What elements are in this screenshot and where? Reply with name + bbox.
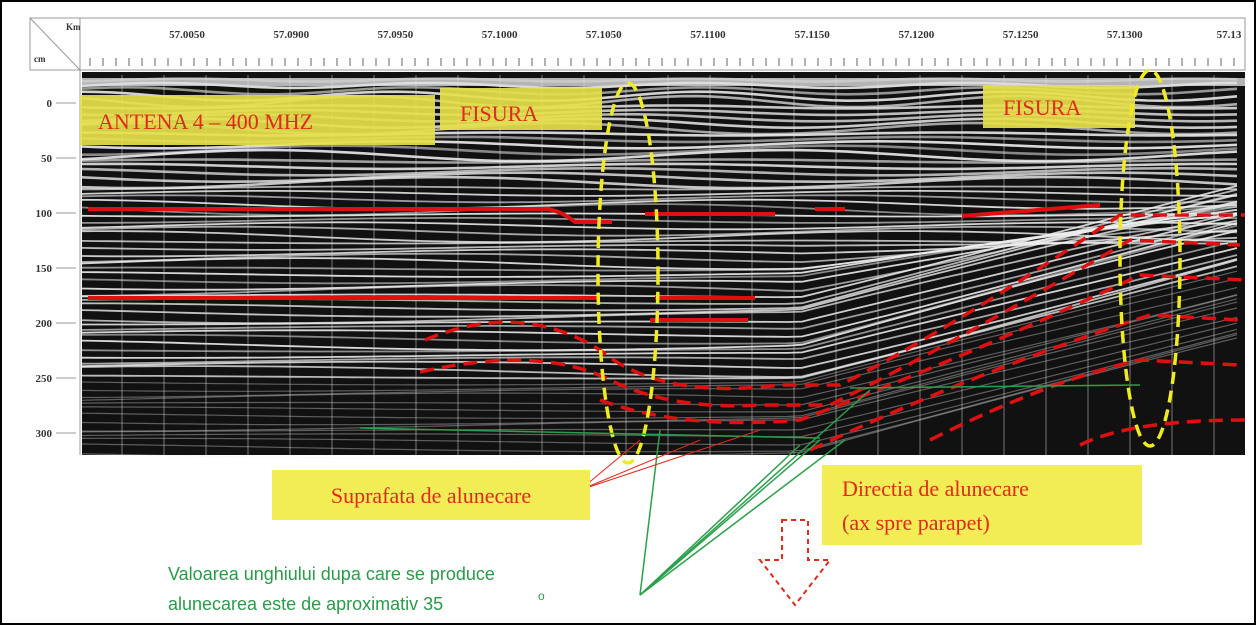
slip-direction-label: Directia de alunecare xyxy=(842,476,1029,501)
x-tick-label: 57.1000 xyxy=(482,29,518,41)
y-tick-label: 50 xyxy=(41,153,53,165)
top-band xyxy=(82,78,1245,86)
x-tick-label: 57.1050 xyxy=(586,29,622,41)
ruler-box xyxy=(30,18,1245,70)
antenna-label: ANTENA 4 – 400 MHZ xyxy=(98,109,313,134)
page: Km cm 57.0050 57.0900 57.0950 57.1000 57.105… xyxy=(0,0,1256,625)
x-tick-label: 57.1250 xyxy=(1003,29,1039,41)
angle-note: Valoarea unghiului dupa care se produce xyxy=(168,564,495,584)
figure: Km cm 57.0050 57.0900 57.0950 57.1000 57.105… xyxy=(0,0,1256,625)
y-tick-label: 100 xyxy=(36,208,53,220)
corner-top: Km xyxy=(66,22,81,32)
y-tick-label: 0 xyxy=(47,98,53,110)
angle-note: alunecarea este de aproximativ 35 xyxy=(168,594,443,614)
x-tick-label: 57.1100 xyxy=(690,29,726,41)
x-tick-label: 57.0050 xyxy=(169,29,205,41)
y-tick-label: 300 xyxy=(36,428,53,440)
x-tick-label: 57.0900 xyxy=(273,29,309,41)
crack-label: FISURA xyxy=(1003,95,1081,120)
x-tick-label: 57.1150 xyxy=(795,29,831,41)
x-tick-label: 57.1300 xyxy=(1107,29,1143,41)
angle-unit: o xyxy=(538,589,545,603)
corner-bottom: cm xyxy=(34,54,46,64)
x-tick-label: 57.0950 xyxy=(378,29,414,41)
slip-surface-label: Suprafata de alunecare xyxy=(331,483,531,508)
y-tick-label: 200 xyxy=(36,318,53,330)
crack-label: FISURA xyxy=(460,101,538,126)
y-tick-label: 150 xyxy=(36,263,53,275)
slip-direction-label: (ax spre parapet) xyxy=(842,510,990,535)
y-tick-label: 250 xyxy=(36,373,53,385)
x-tick-label: 57.1200 xyxy=(899,29,935,41)
x-tick-label: 57.13 xyxy=(1217,29,1242,41)
